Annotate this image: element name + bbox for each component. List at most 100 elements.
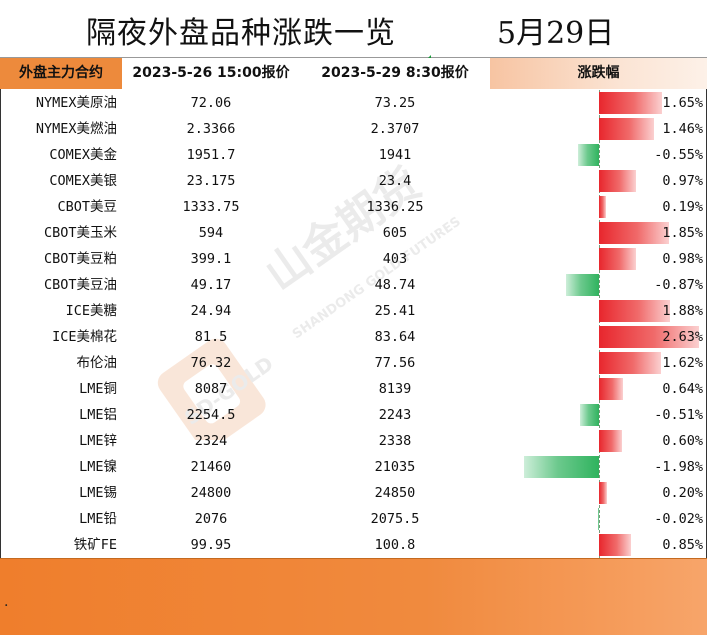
contract-name: 铁矿FE	[73, 537, 117, 553]
change-percent: 1.65%	[662, 95, 703, 111]
table-row: COMEX美金 1951.7 1941 -0.55%	[0, 142, 707, 168]
contract-name: ICE美糖	[65, 303, 117, 319]
change-bar	[565, 274, 599, 296]
table-row: CBOT美豆 1333.75 1336.25 0.19%	[0, 194, 707, 220]
change-percent: 1.88%	[662, 303, 703, 319]
contract-name: CBOT美玉米	[43, 225, 117, 241]
price-1-cell: 2.3366	[186, 121, 236, 137]
header-contract: 外盘主力合约	[0, 58, 122, 89]
change-percent: -0.55%	[654, 147, 703, 163]
price-2-cell: 8139	[378, 381, 412, 397]
contract-name: NYMEX美燃油	[35, 121, 117, 137]
price-1-cell: 49.17	[190, 277, 232, 293]
change-bar	[599, 430, 622, 452]
price-2-cell: 2243	[378, 407, 412, 423]
change-percent: 1.62%	[662, 355, 703, 371]
footer-band: .	[0, 558, 707, 635]
contract-name: NYMEX美原油	[35, 95, 117, 111]
contract-name: LME镍	[79, 459, 117, 475]
contract-name: COMEX美银	[49, 173, 117, 189]
price-2-cell: 48.74	[374, 277, 416, 293]
change-percent: 0.60%	[662, 433, 703, 449]
change-bar	[578, 144, 599, 166]
price-2-cell: 77.56	[374, 355, 416, 371]
table-row: ICE美糖 24.94 25.41 1.88%	[0, 298, 707, 324]
change-bar	[599, 482, 607, 504]
change-bar	[599, 534, 632, 556]
change-percent: -0.51%	[654, 407, 703, 423]
change-percent: 0.85%	[662, 537, 703, 553]
contract-name: CBOT美豆粕	[43, 251, 117, 267]
price-1-cell: 21460	[190, 459, 232, 475]
price-2-cell: 25.41	[374, 303, 416, 319]
change-bar	[599, 326, 699, 348]
table-row: 铁矿FE 99.95 100.8 0.85%	[0, 532, 707, 558]
price-1-cell: 24800	[190, 485, 232, 501]
change-bar	[599, 222, 670, 244]
price-2-cell: 1941	[378, 147, 412, 163]
change-percent: -0.02%	[654, 511, 703, 527]
table-row: LME铝 2254.5 2243 -0.51%	[0, 402, 707, 428]
price-1-cell: 72.06	[190, 95, 232, 111]
price-1-cell: 1951.7	[186, 147, 236, 163]
table-row: CBOT美豆粕 399.1 403 0.98%	[0, 246, 707, 272]
change-bar	[598, 508, 599, 530]
price-2-cell: 2338	[378, 433, 412, 449]
change-percent: 0.64%	[662, 381, 703, 397]
price-2-cell: 2075.5	[370, 511, 420, 527]
change-percent: 0.19%	[662, 199, 703, 215]
price-2-cell: 403	[382, 251, 408, 267]
change-percent: 0.97%	[662, 173, 703, 189]
table-row: 布伦油 76.32 77.56 1.62%	[0, 350, 707, 376]
change-percent: 0.98%	[662, 251, 703, 267]
change-bar	[599, 300, 671, 322]
table-header: 外盘主力合约 2023-5-26 15:00报价 2023-5-29 8:30报…	[0, 58, 707, 89]
price-2-cell: 73.25	[374, 95, 416, 111]
change-bar	[599, 170, 636, 192]
change-percent: 0.20%	[662, 485, 703, 501]
change-percent: -1.98%	[654, 459, 703, 475]
price-1-cell: 8087	[194, 381, 228, 397]
price-1-cell: 81.5	[194, 329, 228, 345]
price-1-cell: 2076	[194, 511, 228, 527]
price-1-cell: 594	[198, 225, 224, 241]
price-2-cell: 83.64	[374, 329, 416, 345]
contract-name: CBOT美豆	[57, 199, 117, 215]
table-row: CBOT美豆油 49.17 48.74 -0.87%	[0, 272, 707, 298]
price-1-cell: 24.94	[190, 303, 232, 319]
change-bar	[599, 378, 624, 400]
table-row: LME铜 8087 8139 0.64%	[0, 376, 707, 402]
price-2-cell: 2.3707	[370, 121, 420, 137]
contract-name: LME铅	[79, 511, 117, 527]
change-bar	[599, 248, 637, 270]
change-bar	[599, 92, 662, 114]
table-row: CBOT美玉米 594 605 1.85%	[0, 220, 707, 246]
change-percent: 1.46%	[662, 121, 703, 137]
table-row: NYMEX美燃油 2.3366 2.3707 1.46%	[0, 116, 707, 142]
price-2-cell: 23.4	[378, 173, 412, 189]
contract-name: CBOT美豆油	[43, 277, 117, 293]
change-bar	[523, 456, 599, 478]
change-percent: 1.85%	[662, 225, 703, 241]
price-1-cell: 76.32	[190, 355, 232, 371]
zero-axis	[599, 90, 600, 558]
price-2-cell: 21035	[374, 459, 416, 475]
contract-name: 布伦油	[76, 355, 118, 371]
table-row: NYMEX美原油 72.06 73.25 1.65%	[0, 90, 707, 116]
change-bar	[579, 404, 599, 426]
contract-name: LME铝	[79, 407, 117, 423]
price-1-cell: 2324	[194, 433, 228, 449]
price-2-cell: 24850	[374, 485, 416, 501]
table-row: LME铅 2076 2075.5 -0.02%	[0, 506, 707, 532]
change-bar	[599, 196, 607, 218]
price-1-cell: 99.95	[190, 537, 232, 553]
price-2-cell: 605	[382, 225, 408, 241]
contract-name: LME锡	[79, 485, 117, 501]
contract-name: LME铜	[79, 381, 117, 397]
change-percent: -0.87%	[654, 277, 703, 293]
price-1-cell: 23.175	[186, 173, 236, 189]
table-row: ICE美棉花 81.5 83.64 2.63%	[0, 324, 707, 350]
table-row: LME锌 2324 2338 0.60%	[0, 428, 707, 454]
price-1-cell: 399.1	[190, 251, 232, 267]
header-price-2: 2023-5-29 8:30报价	[300, 58, 490, 89]
